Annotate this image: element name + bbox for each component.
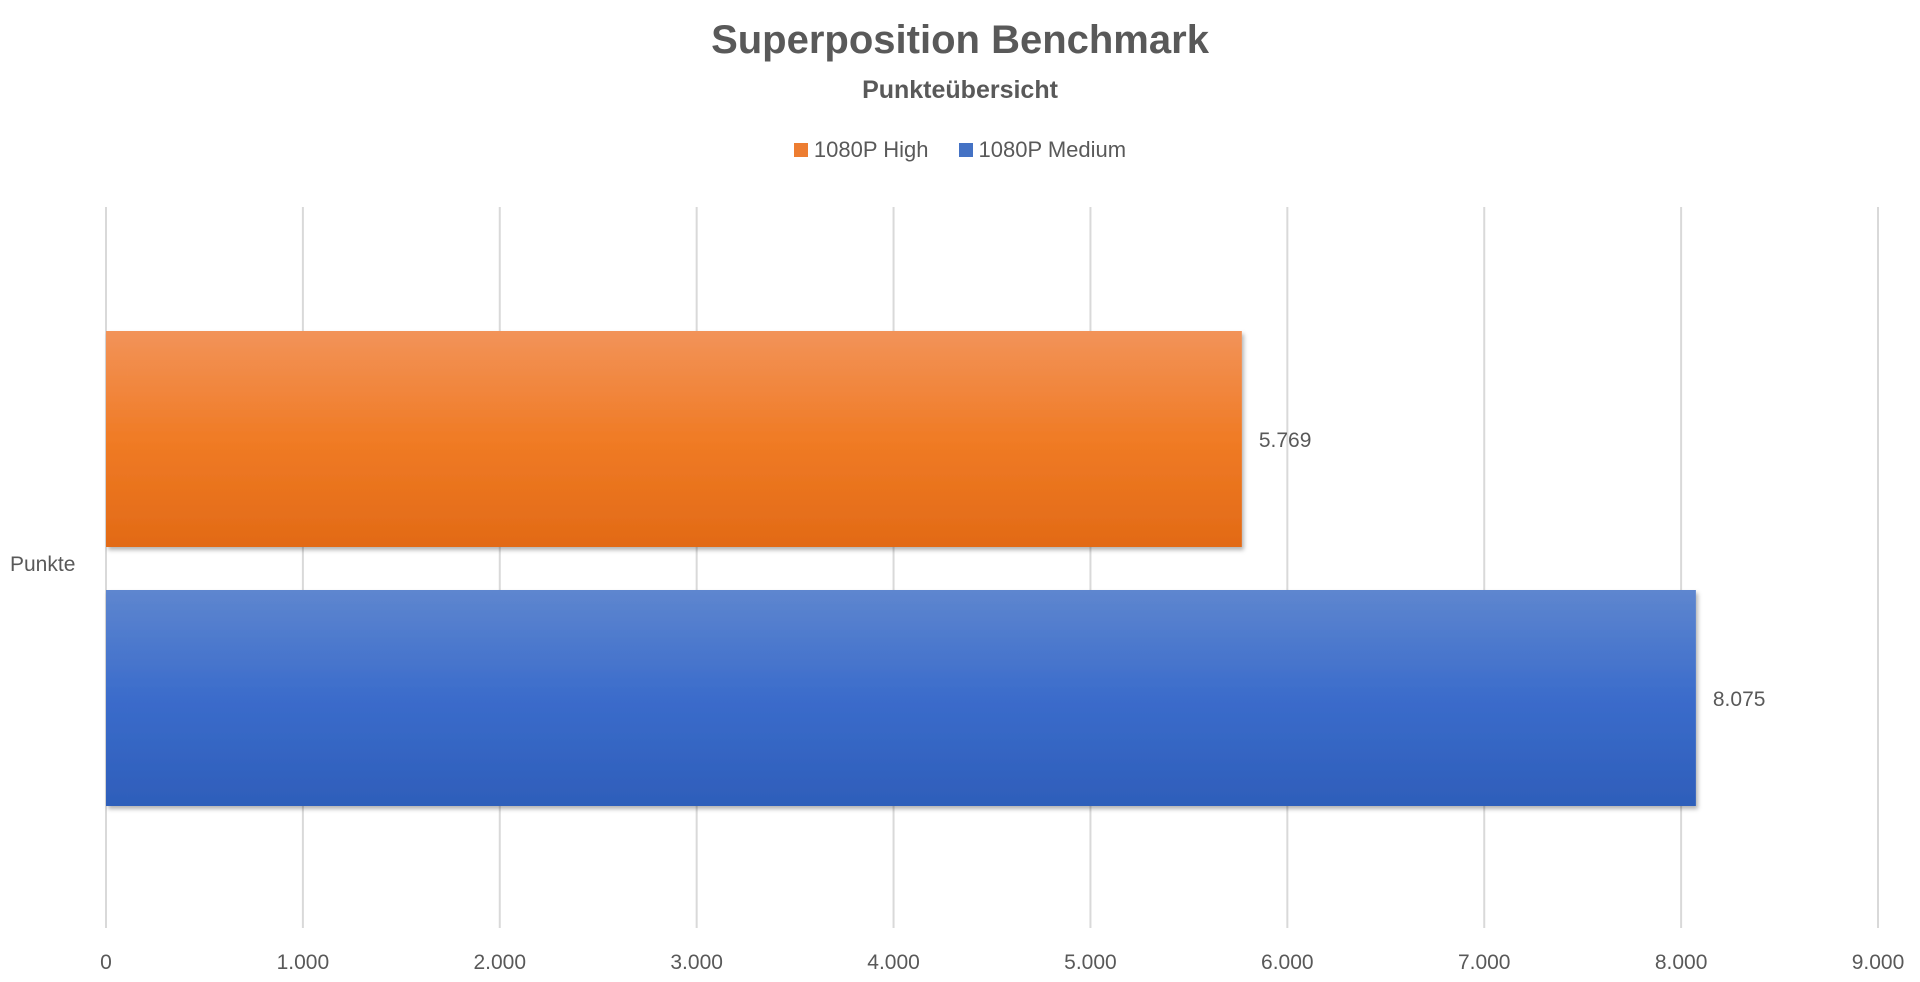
- x-tick-label: 6.000: [1261, 951, 1314, 974]
- data-labels: 5.769 8.075: [1259, 429, 1766, 711]
- legend-item-high: 1080P High: [793, 137, 929, 163]
- x-tick-label: 5.000: [1064, 951, 1117, 974]
- x-tick-labels: 0 1.000 2.000 3.000 4.000 5.000 6.000 7.000 8.00…: [100, 951, 1904, 974]
- legend-label-medium: 1080P Medium: [978, 137, 1127, 162]
- x-tick-label: 8.000: [1655, 951, 1708, 974]
- x-tick-label: 2.000: [473, 951, 526, 974]
- x-tick-label: 9.000: [1852, 951, 1905, 974]
- chart-title: Superposition Benchmark: [711, 18, 1209, 62]
- x-tick-label: 4.000: [867, 951, 920, 974]
- data-label-medium: 8.075: [1713, 688, 1766, 711]
- legend-item-medium: 1080P Medium: [958, 137, 1127, 163]
- legend-swatch-medium: [958, 143, 973, 157]
- x-tick-label: 0: [100, 951, 112, 974]
- category-label: Punkte: [10, 553, 76, 576]
- bar-medium: [106, 590, 1696, 806]
- x-tick-label: 3.000: [670, 951, 723, 974]
- legend-label-high: 1080P High: [813, 137, 929, 162]
- data-label-high: 5.769: [1259, 429, 1312, 452]
- legend-swatch-high: [793, 143, 808, 157]
- bar-high: [106, 331, 1242, 547]
- x-tick-label: 7.000: [1458, 951, 1511, 974]
- x-tick-label: 1.000: [277, 951, 330, 974]
- gridlines: [105, 207, 1879, 928]
- chart-subtitle: Punkteübersicht: [862, 76, 1058, 104]
- chart-legend: 1080P High 1080P Medium: [0, 137, 1920, 163]
- bars: [106, 331, 1696, 806]
